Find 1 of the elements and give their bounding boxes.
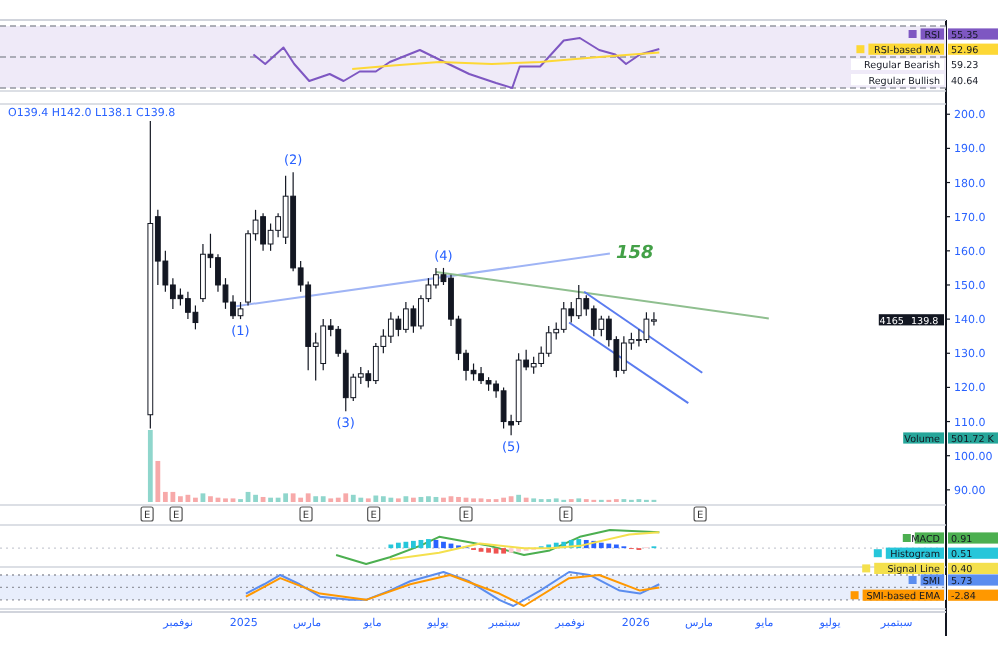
annotation: 158 — [615, 243, 654, 264]
